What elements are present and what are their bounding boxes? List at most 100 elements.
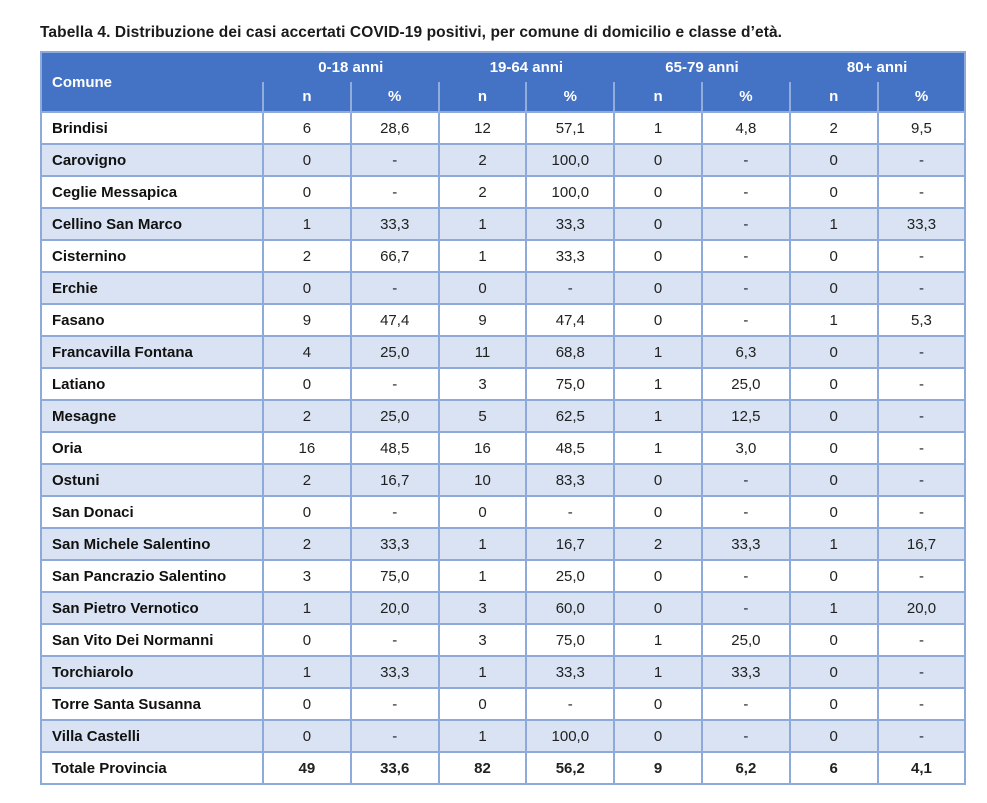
value-cell: 75,0 — [525, 367, 616, 401]
value-cell: 25,0 — [700, 367, 791, 401]
value-cell: 0 — [788, 175, 879, 209]
value-cell: 12,5 — [700, 399, 791, 433]
comune-cell: Torre Santa Susanna — [40, 687, 264, 721]
value-cell: 16 — [437, 431, 528, 465]
comune-cell: Cellino San Marco — [40, 207, 264, 241]
value-cell: 0 — [262, 495, 352, 529]
table-row: Erchie 0-0-0-0- — [40, 271, 967, 305]
value-cell: 0 — [613, 495, 703, 529]
subheader-n: n — [262, 82, 351, 112]
value-cell: 1 — [437, 527, 528, 561]
value-cell: - — [700, 303, 791, 337]
value-cell: - — [876, 175, 967, 209]
value-cell: 0 — [788, 335, 879, 369]
value-cell: - — [876, 463, 967, 497]
comune-cell: San Michele Salentino — [40, 527, 264, 561]
value-cell: 0 — [262, 143, 352, 177]
value-cell: 57,1 — [525, 111, 616, 145]
value-cell: 0 — [788, 271, 879, 305]
value-cell: - — [525, 495, 616, 529]
value-cell: 0 — [613, 559, 703, 593]
value-cell: 0 — [437, 687, 528, 721]
value-cell: - — [700, 719, 791, 753]
subheader-n: n — [613, 82, 702, 112]
value-cell: 0 — [262, 623, 352, 657]
value-cell: - — [700, 143, 791, 177]
value-cell: 0 — [788, 655, 879, 689]
value-cell: 6 — [788, 751, 879, 785]
table-body: Brindisi 6 28,6 12 57,1 1 4,8 2 9,5 Carovigno 0-2 1… — [40, 111, 967, 785]
value-cell: 60,0 — [525, 591, 616, 625]
subheader-pct: % — [700, 82, 790, 112]
value-cell: 33,3 — [525, 207, 616, 241]
value-cell: 48,5 — [349, 431, 440, 465]
value-cell: 0 — [788, 431, 879, 465]
value-cell: 11 — [437, 335, 528, 369]
value-cell: 33,3 — [700, 527, 791, 561]
value-cell: 1 — [437, 239, 528, 273]
value-cell: 0 — [788, 559, 879, 593]
value-cell: 5 — [437, 399, 528, 433]
value-cell: 0 — [613, 303, 703, 337]
subheader-pct: % — [349, 82, 439, 112]
comune-cell: San Pietro Vernotico — [40, 591, 264, 625]
value-cell: - — [700, 207, 791, 241]
value-cell: 4 — [262, 335, 352, 369]
table-row: Mesagne 2 25,0 5 62,5 1 12,5 0- — [40, 399, 967, 433]
value-cell: 1 — [437, 655, 528, 689]
value-cell: 1 — [613, 335, 703, 369]
value-cell: 6 — [262, 111, 352, 145]
value-cell: 0 — [613, 719, 703, 753]
value-cell: - — [700, 495, 791, 529]
value-cell: - — [349, 175, 440, 209]
value-cell: - — [876, 271, 967, 305]
value-cell: - — [349, 367, 440, 401]
value-cell: 5,3 — [876, 303, 967, 337]
value-cell: 66,7 — [349, 239, 440, 273]
value-cell: 100,0 — [525, 175, 616, 209]
table-title: Tabella 4. Distribuzione dei casi accert… — [40, 24, 783, 41]
header-group-row: Comune 0-18 anni 19-64 anni 65-79 anni 8… — [41, 52, 966, 112]
value-cell: 4,8 — [700, 111, 791, 145]
value-cell: 2 — [788, 111, 879, 145]
value-cell: 1 — [437, 207, 528, 241]
value-cell: 0 — [262, 175, 352, 209]
value-cell: 3 — [437, 623, 528, 657]
subheader-pct: % — [525, 82, 615, 112]
value-cell: 1 — [613, 431, 703, 465]
table-row: Oria 16 48,5 16 48,5 1 3,0 0- — [40, 431, 967, 465]
value-cell: 20,0 — [876, 591, 967, 625]
value-cell: - — [876, 431, 967, 465]
value-cell: 0 — [262, 271, 352, 305]
value-cell: - — [349, 623, 440, 657]
value-cell: 0 — [262, 719, 352, 753]
comune-cell: Ostuni — [40, 463, 264, 497]
table-row: Cisternino 2 66,7 1 33,3 0-0- — [40, 239, 967, 273]
comune-cell: Erchie — [40, 271, 264, 305]
value-cell: 33,3 — [349, 527, 440, 561]
comune-cell: Francavilla Fontana — [40, 335, 264, 369]
value-cell: 0 — [788, 719, 879, 753]
value-cell: 1 — [613, 111, 703, 145]
value-cell: 9 — [437, 303, 528, 337]
value-cell: 49 — [262, 751, 352, 785]
comune-cell: San Donaci — [40, 495, 264, 529]
value-cell: 16 — [262, 431, 352, 465]
value-cell: 33,3 — [876, 207, 967, 241]
value-cell: 25,0 — [349, 335, 440, 369]
age-group-header-19-64: 19-64 anni — [438, 52, 615, 82]
value-cell: 0 — [788, 687, 879, 721]
value-cell: 0 — [613, 207, 703, 241]
value-cell: 1 — [788, 591, 879, 625]
value-cell: - — [700, 175, 791, 209]
value-cell: 1 — [262, 207, 352, 241]
value-cell: 6,3 — [700, 335, 791, 369]
value-cell: 3 — [262, 559, 352, 593]
comune-cell: Latiano — [40, 367, 264, 401]
value-cell: 2 — [437, 175, 528, 209]
table-row: Torre Santa Susanna 0-0-0-0- — [40, 687, 967, 721]
value-cell: 33,3 — [349, 655, 440, 689]
value-cell: 9,5 — [876, 111, 967, 145]
value-cell: 0 — [788, 239, 879, 273]
value-cell: 0 — [613, 591, 703, 625]
